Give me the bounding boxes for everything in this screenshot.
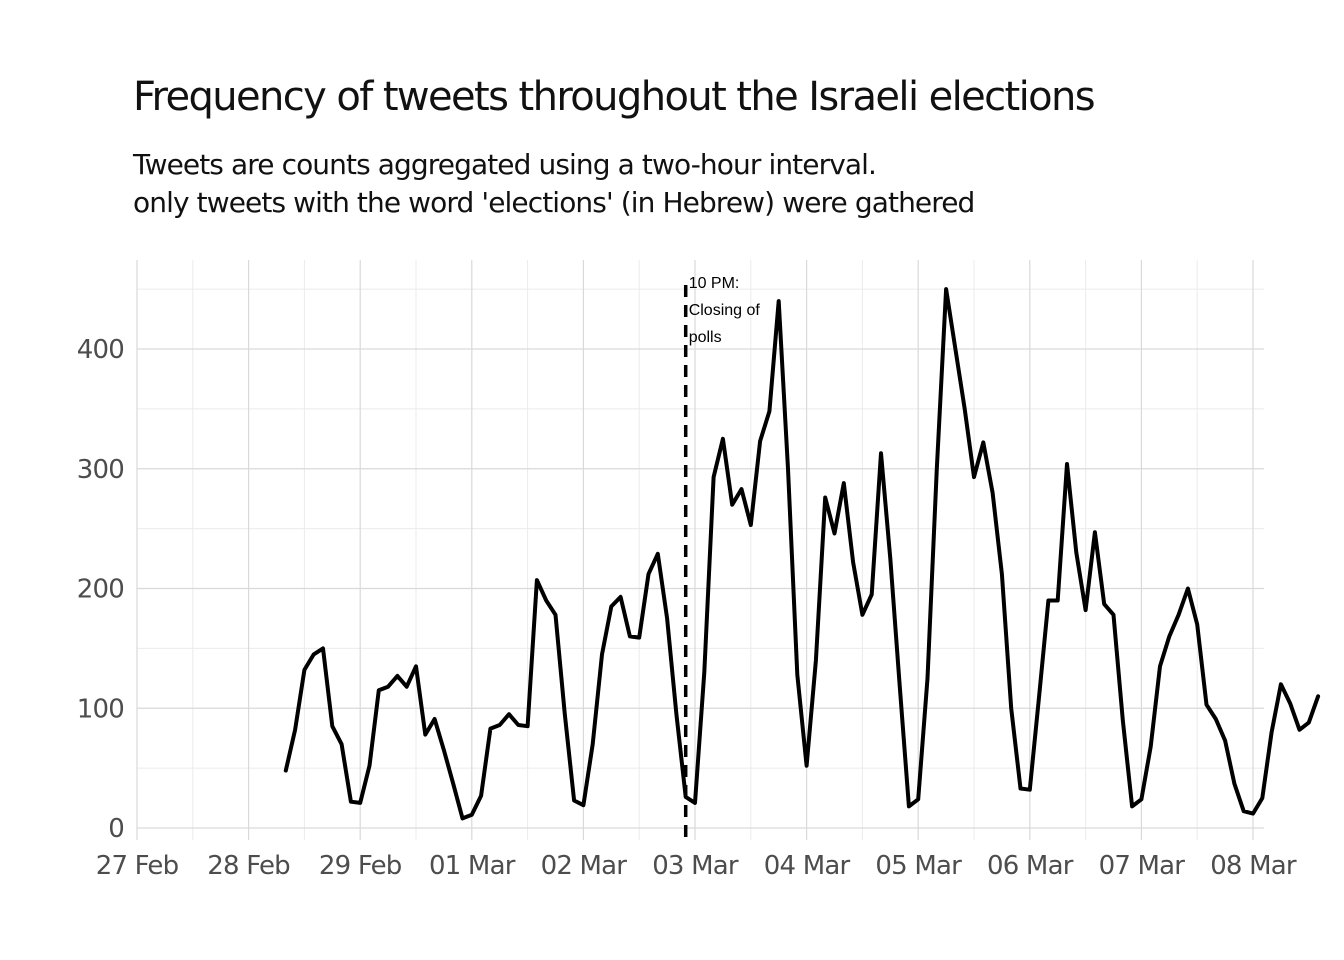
tweet-count-line [283, 287, 1321, 821]
y-tick-label: 0 [108, 814, 124, 844]
x-tick-label: 27 Feb [96, 851, 179, 881]
x-tick-label: 08 Mar [1210, 851, 1297, 881]
chart-subtitle: Tweets are counts aggregated using a two… [133, 146, 975, 222]
y-tick-label: 300 [77, 455, 124, 485]
x-axis-labels: 27 Feb 28 Feb 29 Feb 01 Mar 02 Mar 03 Mar 04 M… [96, 851, 1298, 881]
subtitle-line-2: only tweets with the word 'elections' (i… [133, 186, 975, 219]
annotation-text-line: 10 PM: [689, 275, 740, 292]
x-tick-label: 04 Mar [764, 851, 851, 881]
y-tick-label: 100 [77, 694, 124, 724]
x-tick-label: 29 Feb [319, 851, 402, 881]
chart-title: Frequency of tweets throughout the Israe… [133, 74, 1096, 120]
x-tick-label: 28 Feb [207, 851, 290, 881]
y-tick-label: 200 [77, 575, 124, 605]
subtitle-line-1: Tweets are counts aggregated using a two… [133, 148, 877, 181]
x-tick-label: 01 Mar [429, 851, 516, 881]
y-tick-label: 400 [77, 335, 124, 365]
x-tick-label: 05 Mar [875, 851, 962, 881]
x-tick-label: 06 Mar [987, 851, 1074, 881]
closing-of-polls-annotation: 10 PM: Closing of polls [689, 275, 761, 346]
x-tick-label: 02 Mar [541, 851, 628, 881]
annotation-text-line: Closing of [689, 302, 761, 319]
annotation-text-line: polls [689, 329, 722, 346]
x-tick-label: 03 Mar [652, 851, 739, 881]
y-axis-labels: 0 100 200 300 400 [77, 335, 125, 844]
x-tick-label: 07 Mar [1099, 851, 1186, 881]
